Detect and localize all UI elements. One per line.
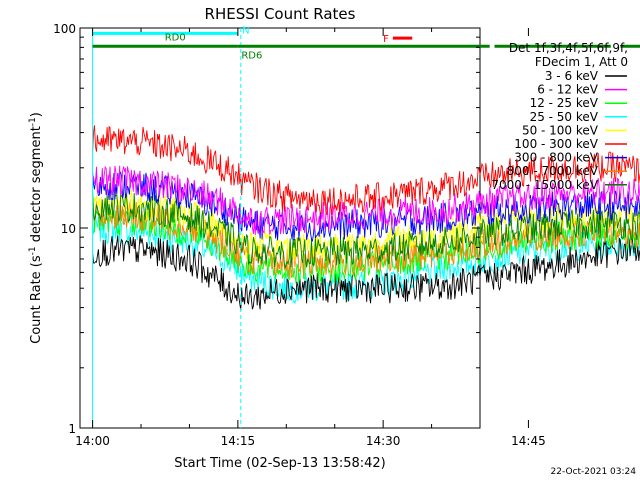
series-line-3-6kev [92,235,640,311]
legend: Det 1f,3f,4f,5f,6f,9f, FDecim 1, Att 0 3… [491,41,628,192]
legend-label: 12 - 25 keV [530,96,599,110]
legend-label: 50 - 100 keV [522,123,599,137]
y-label-part-3: ) [29,112,44,117]
annotation-label-n: N [242,25,249,36]
legend-label: 100 - 300 keV [514,137,598,151]
legend-label: 7000 - 15000 keV [491,178,598,192]
x-tick-label: 14:45 [511,434,546,448]
series-line-6-12kev [92,165,640,235]
legend-label: 800 - 7000 keV [507,164,599,178]
time-markers [92,28,242,428]
legend-header-line-2: FDecim 1, Att 0 [535,55,628,69]
series-line-7000-15000kev [92,190,640,269]
series-line-800-7000kev [92,200,640,280]
legend-label: 6 - 12 keV [537,83,599,97]
series-layer [92,125,640,311]
footer-timestamp: 22-Oct-2021 03:24 [551,467,637,477]
series-line-25-50kev [92,213,640,305]
series-line-100-300kev [92,125,640,216]
x-tick-label: 14:30 [366,434,401,448]
y-label-exp-1: -1 [28,246,38,255]
y-tick-label: 100 [53,22,76,36]
y-label-exp-2: -1 [28,117,38,126]
legend-label: 25 - 50 keV [530,110,599,124]
x-tick-label: 14:00 [75,434,110,448]
attenuator-annotations: N F RD0 RD6 [92,25,640,61]
x-tick-label: 14:15 [221,434,256,448]
y-label-part-2: detector segment [29,126,44,246]
y-axis-label: Count Rate (s-1 detector segment-1) [28,112,44,344]
legend-header-line-1: Det 1f,3f,4f,5f,6f,9f, [509,41,628,55]
y-tick-label: 10 [61,222,76,236]
y-axis: 100 10 1 [53,22,480,436]
legend-label: 3 - 6 keV [545,69,599,83]
legend-label: 300 - 800 keV [514,151,598,165]
annotation-label-f: F [383,34,389,45]
chart-title: RHESSI Count Rates [205,5,356,23]
y-tick-label: 1 [68,422,76,436]
x-axis-label: Start Time (02-Sep-13 13:58:42) [174,456,385,471]
annotation-label-rd6: RD6 [241,50,262,61]
annotation-label-rd0: RD0 [165,32,186,43]
y-label-part-1: Count Rate (s [29,255,44,344]
series-line-50-100kev [92,188,640,263]
